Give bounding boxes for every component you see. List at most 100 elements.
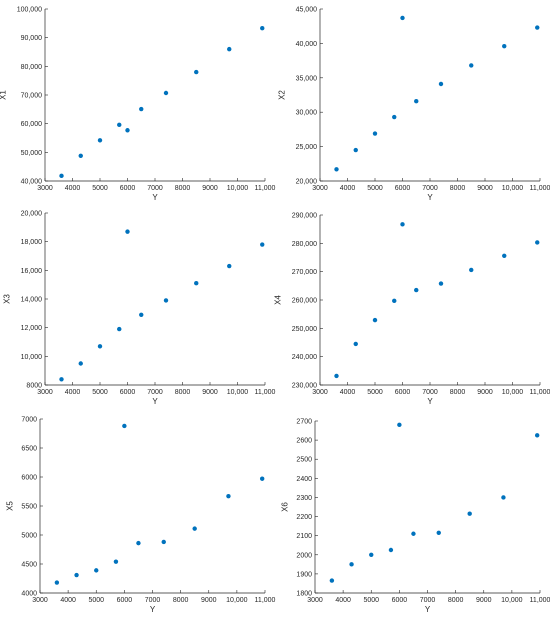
x-tick-label: 3000 bbox=[307, 597, 323, 604]
y-tick-label: 5500 bbox=[21, 504, 37, 511]
x-tick-label: 4000 bbox=[65, 389, 81, 396]
x-tick-label: 5000 bbox=[367, 185, 383, 192]
y-tick-label: 4500 bbox=[21, 562, 37, 569]
y-tick-label: 20,000 bbox=[21, 211, 43, 218]
x-tick-label: 4000 bbox=[335, 597, 351, 604]
y-tick-label: 60,000 bbox=[21, 121, 43, 128]
y-tick-label: 1800 bbox=[296, 591, 312, 598]
chart-panel-3: 3000 4000 5000 6000 7000 8000 9000 10,000 11,000… bbox=[3, 211, 276, 407]
data-point bbox=[139, 106, 144, 112]
data-point bbox=[227, 46, 232, 52]
data-point bbox=[400, 222, 405, 227]
y-tick-label: 16,000 bbox=[21, 268, 43, 275]
data-point bbox=[334, 167, 339, 172]
y-tick-label: 25,000 bbox=[296, 144, 318, 151]
x-tick-label: 3000 bbox=[312, 389, 328, 396]
data-point bbox=[113, 559, 119, 564]
data-point bbox=[438, 81, 444, 87]
x-tick-label: 6000 bbox=[120, 185, 136, 192]
x-tick-label: 5000 bbox=[92, 185, 108, 192]
x-tick-label: 10,000 bbox=[226, 597, 248, 604]
data-point bbox=[436, 530, 441, 535]
x-tick-label: 5000 bbox=[367, 389, 383, 396]
x-tick-label: 6000 bbox=[392, 597, 408, 604]
data-point bbox=[467, 511, 472, 516]
y-tick-label: 90,000 bbox=[21, 35, 43, 42]
y-tick-label: 280,000 bbox=[292, 241, 317, 248]
x-axis-title: Y bbox=[152, 193, 158, 202]
y-tick-label: 2600 bbox=[296, 438, 312, 445]
y-tick-label: 2000 bbox=[296, 552, 312, 559]
x-axis-title: Y bbox=[150, 605, 156, 614]
data-point bbox=[392, 114, 397, 120]
data-point bbox=[97, 138, 103, 143]
x-tick-label: 7000 bbox=[145, 597, 161, 604]
y-tick-label: 2300 bbox=[296, 495, 312, 502]
y-tick-label: 2700 bbox=[296, 419, 312, 426]
chart-panel-6: 3000 4000 5000 6000 7000 8000 9000 10,000 11,000… bbox=[280, 419, 550, 615]
data-point bbox=[469, 63, 474, 68]
x-axis-title: Y bbox=[152, 397, 158, 406]
data-point bbox=[438, 281, 444, 286]
x-tick-label: 6000 bbox=[117, 597, 133, 604]
x-tick-label: 9000 bbox=[202, 185, 218, 192]
y-tick-label: 240,000 bbox=[292, 354, 317, 361]
x-tick-label: 7000 bbox=[422, 185, 438, 192]
data-point bbox=[414, 287, 419, 293]
data-point bbox=[372, 317, 378, 323]
data-point bbox=[122, 423, 127, 429]
chart-panel-1: 3000 4000 5000 6000 7000 8000 9000 10,000 11,000… bbox=[0, 7, 276, 203]
data-point bbox=[78, 361, 83, 366]
y-tick-label: 230,000 bbox=[292, 383, 317, 390]
data-point bbox=[59, 377, 64, 382]
y-tick-label: 2100 bbox=[296, 533, 312, 540]
x-tick-label: 3000 bbox=[32, 597, 48, 604]
x-tick-label: 11,000 bbox=[530, 597, 550, 604]
data-point bbox=[226, 493, 231, 499]
x-tick-label: 8000 bbox=[450, 389, 466, 396]
chart-panel-5: 3000 4000 5000 6000 7000 8000 9000 10,000 11,000… bbox=[5, 417, 275, 615]
data-point bbox=[161, 539, 166, 545]
data-point bbox=[534, 433, 540, 438]
y-tick-label: 1900 bbox=[296, 571, 312, 578]
y-axis-title: X3 bbox=[3, 294, 12, 304]
x-tick-label: 3000 bbox=[37, 389, 53, 396]
y-tick-label: 8000 bbox=[26, 383, 42, 390]
data-point bbox=[227, 263, 232, 269]
data-point bbox=[372, 131, 378, 136]
data-point bbox=[139, 312, 144, 317]
data-point bbox=[329, 578, 335, 583]
data-point bbox=[397, 422, 402, 428]
x-tick-label: 10,000 bbox=[502, 185, 524, 192]
y-tick-label: 50,000 bbox=[21, 150, 43, 157]
x-tick-label: 9000 bbox=[201, 597, 217, 604]
y-tick-label: 20,000 bbox=[296, 179, 318, 186]
x-tick-label: 4000 bbox=[340, 389, 356, 396]
data-point bbox=[260, 26, 265, 31]
y-tick-label: 35,000 bbox=[296, 75, 318, 82]
data-point bbox=[74, 572, 79, 578]
x-tick-label: 6000 bbox=[120, 389, 136, 396]
y-tick-label: 6000 bbox=[21, 475, 37, 482]
data-point bbox=[54, 580, 60, 585]
y-tick-label: 260,000 bbox=[292, 298, 317, 305]
x-tick-label: 3000 bbox=[37, 185, 53, 192]
x-tick-label: 11,000 bbox=[255, 597, 276, 604]
y-axis-title: X2 bbox=[278, 90, 287, 100]
data-point bbox=[502, 43, 507, 49]
y-axis-title: X4 bbox=[274, 295, 283, 305]
chart-panel-2: 3000 4000 5000 6000 7000 8000 9000 10,000 11,000… bbox=[278, 7, 550, 203]
x-tick-label: 9000 bbox=[477, 389, 493, 396]
x-tick-label: 9000 bbox=[202, 389, 218, 396]
x-tick-label: 10,000 bbox=[502, 389, 524, 396]
data-point bbox=[163, 90, 169, 96]
x-axis-title: Y bbox=[425, 605, 431, 614]
x-tick-label: 7000 bbox=[147, 185, 163, 192]
y-axis-title: X5 bbox=[5, 501, 14, 511]
data-point bbox=[136, 540, 141, 546]
y-tick-label: 30,000 bbox=[296, 110, 318, 117]
data-point bbox=[125, 128, 130, 133]
x-tick-label: 11,000 bbox=[255, 185, 276, 192]
y-tick-label: 12,000 bbox=[21, 325, 43, 332]
